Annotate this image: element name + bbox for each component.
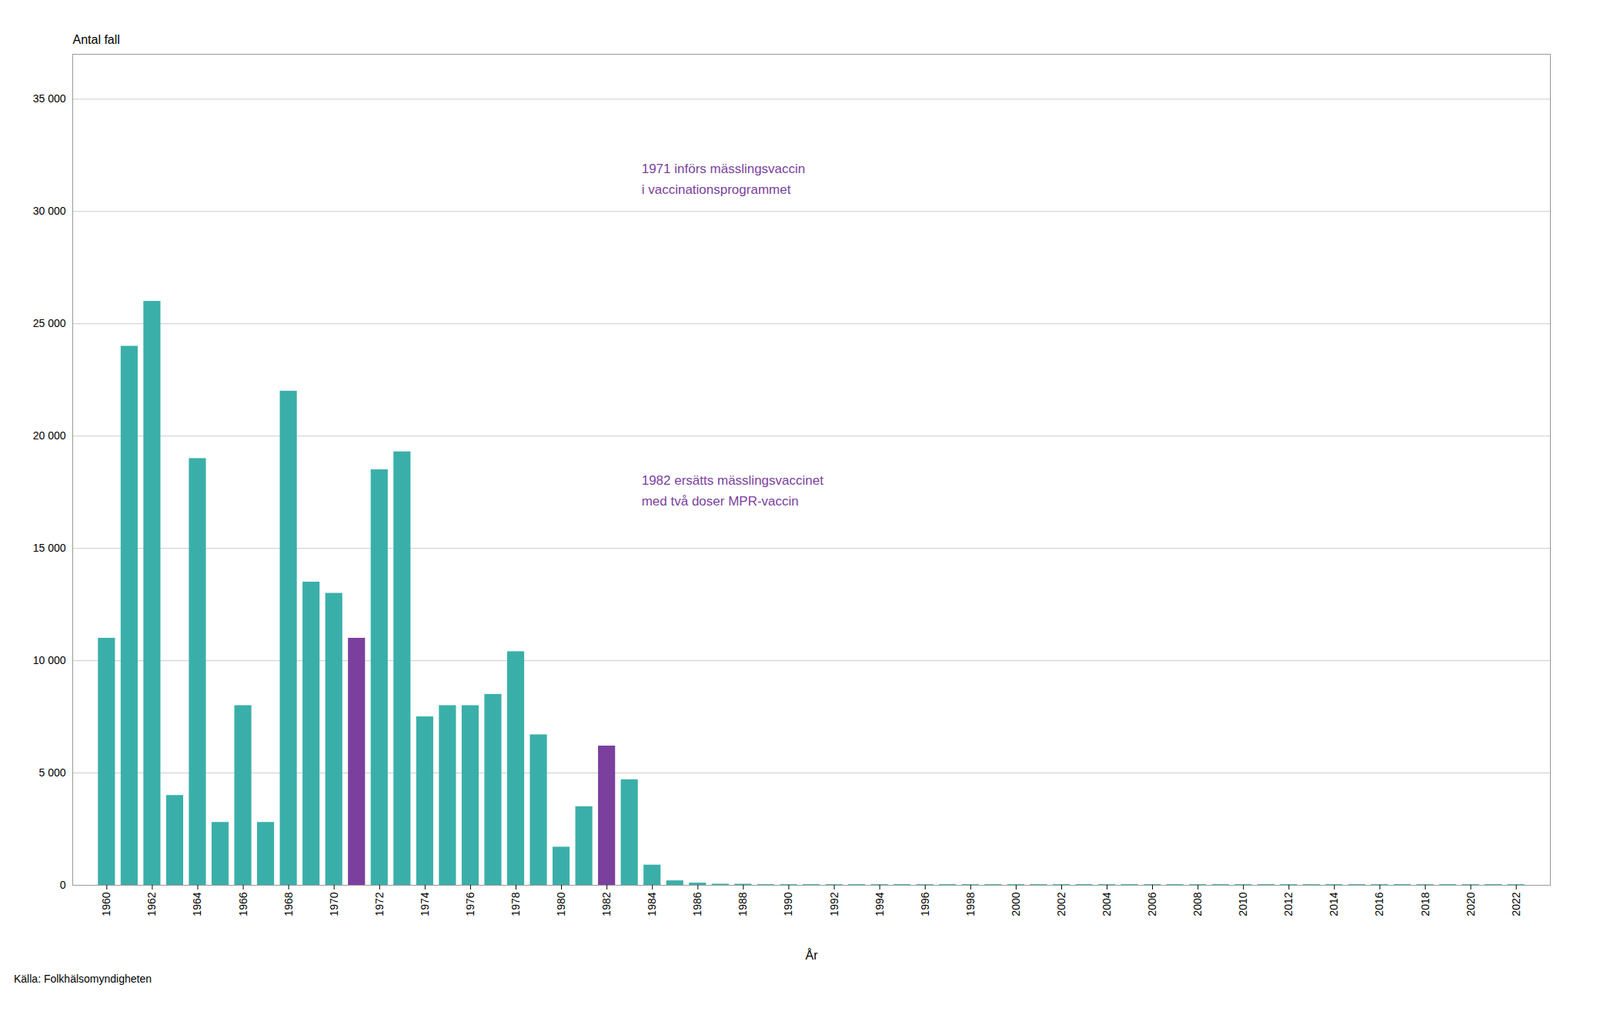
svg-text:1974: 1974	[418, 891, 431, 916]
svg-text:5 000: 5 000	[38, 766, 66, 779]
svg-text:1986: 1986	[691, 891, 704, 916]
svg-text:1998: 1998	[964, 891, 977, 916]
svg-text:1996: 1996	[918, 891, 932, 916]
svg-text:2006: 2006	[1145, 891, 1159, 916]
svg-text:1966: 1966	[237, 891, 250, 916]
svg-text:1970: 1970	[327, 891, 341, 916]
svg-text:1968: 1968	[282, 891, 295, 916]
svg-text:Antal fall: Antal fall	[73, 33, 121, 47]
svg-text:1964: 1964	[190, 891, 204, 916]
svg-text:2016: 2016	[1372, 891, 1386, 916]
svg-text:1978: 1978	[509, 891, 522, 916]
svg-text:1960: 1960	[100, 891, 113, 916]
svg-text:2014: 2014	[1327, 891, 1340, 916]
svg-text:1982: 1982	[600, 891, 613, 916]
svg-text:20 000: 20 000	[33, 429, 67, 442]
svg-text:15 000: 15 000	[33, 541, 67, 555]
svg-text:2018: 2018	[1419, 891, 1432, 916]
svg-text:35 000: 35 000	[33, 92, 67, 105]
svg-text:1976: 1976	[464, 891, 477, 916]
svg-text:1980: 1980	[554, 891, 568, 916]
svg-text:1994: 1994	[873, 891, 886, 916]
svg-text:1962: 1962	[145, 891, 158, 916]
svg-text:10 000: 10 000	[33, 654, 67, 667]
svg-text:2022: 2022	[1509, 891, 1523, 916]
svg-text:2000: 2000	[1009, 891, 1023, 916]
svg-text:År: År	[805, 948, 819, 963]
svg-text:2010: 2010	[1236, 891, 1250, 916]
svg-text:1982 ersätts mässlingsvaccinet: 1982 ersätts mässlingsvaccinetmed två do…	[641, 473, 825, 509]
svg-text:1990: 1990	[781, 891, 795, 916]
svg-text:2004: 2004	[1100, 891, 1113, 916]
svg-text:2012: 2012	[1282, 891, 1295, 916]
svg-text:25 000: 25 000	[33, 317, 67, 330]
svg-text:1992: 1992	[828, 891, 841, 916]
svg-text:2020: 2020	[1464, 891, 1477, 916]
svg-text:1984: 1984	[645, 891, 659, 916]
svg-text:1988: 1988	[736, 891, 749, 916]
svg-text:2008: 2008	[1191, 891, 1204, 916]
html-text:Källa: Folkhälsomyndigheten: Källa: Folkhälsomyndigheten	[13, 972, 152, 986]
svg-text:30 000: 30 000	[33, 204, 67, 218]
svg-text:0: 0	[60, 878, 67, 892]
svg-text:1972: 1972	[373, 891, 386, 916]
svg-text:2002: 2002	[1055, 891, 1068, 916]
svg-text:1971 införs mässlingsvaccini v: 1971 införs mässlingsvaccini vaccination…	[641, 161, 806, 198]
